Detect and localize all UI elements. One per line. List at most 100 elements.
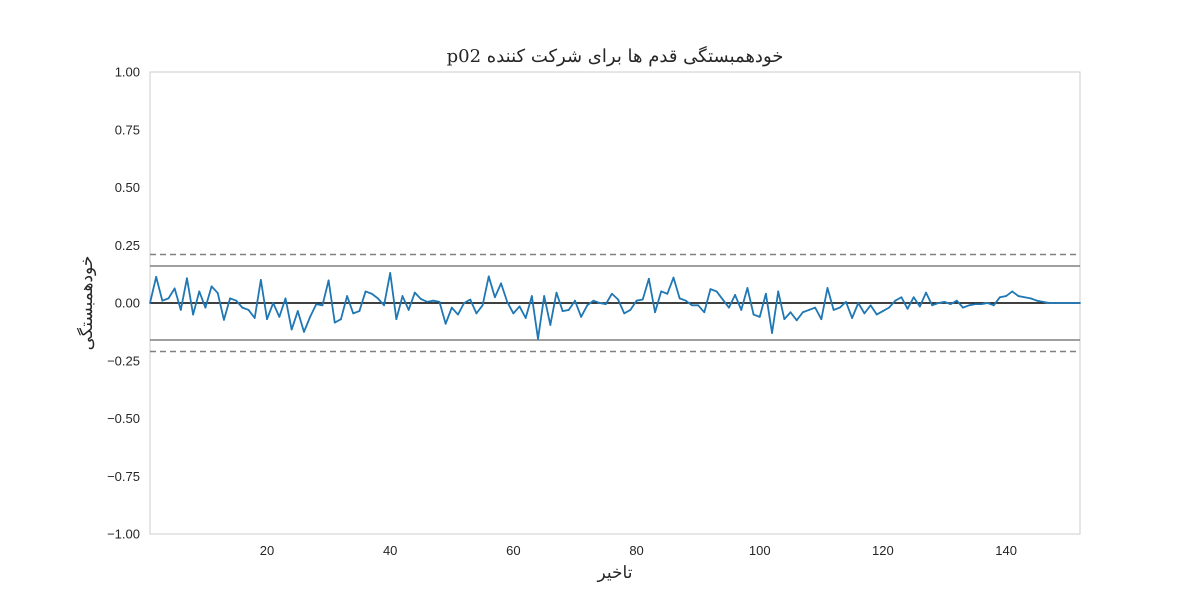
acf-point [746, 287, 749, 289]
acf-point [641, 298, 644, 301]
acf-point [315, 303, 318, 306]
acf-point [333, 321, 336, 324]
acf-point [494, 296, 496, 299]
acf-point [894, 299, 897, 302]
acf-point [635, 299, 638, 302]
acf-point [457, 313, 459, 316]
x-tick-label: 140 [995, 543, 1017, 558]
x-tick-label: 100 [749, 543, 771, 558]
acf-point [925, 291, 927, 294]
acf-point [654, 311, 656, 314]
acf-point [229, 297, 231, 300]
acf-point [432, 299, 435, 302]
acf-point [1035, 299, 1038, 302]
acf-point [247, 309, 250, 311]
acf-point [266, 318, 268, 321]
acf-point [327, 279, 330, 282]
acf-point [303, 330, 305, 333]
acf-point [851, 317, 854, 319]
acf-point [204, 306, 207, 309]
acf-point [506, 300, 509, 303]
acf-point [290, 328, 293, 331]
acf-point [820, 318, 823, 321]
acf-point [721, 298, 724, 301]
acf-point [321, 304, 324, 307]
acf-point [198, 290, 201, 293]
acf-point [253, 317, 256, 319]
acf-point [1060, 302, 1063, 304]
acf-point [518, 305, 521, 308]
y-tick-label: −1.00 [107, 527, 140, 542]
acf-point [210, 285, 213, 288]
acf-point [912, 296, 915, 299]
acf-point [352, 312, 355, 315]
acf-point [931, 304, 934, 307]
acf-point [604, 303, 607, 306]
acf-point [875, 313, 878, 316]
acf-point [481, 304, 484, 307]
acf-point [1072, 302, 1075, 304]
acf-point [580, 315, 583, 318]
acf-point [389, 272, 392, 274]
y-tick-label: 0.25 [115, 238, 140, 253]
acf-point [684, 299, 687, 302]
y-axis-ticks: 1.00 0.75 0.50 0.25 0.00 −0.25 −0.50 −0.75 −1.00 [107, 65, 140, 542]
acf-point [296, 310, 299, 312]
acf-point [537, 337, 539, 340]
acf-point [1048, 302, 1051, 304]
acf-point [524, 317, 527, 319]
acf-point [900, 296, 903, 299]
acf-point [764, 292, 767, 295]
acf-point [241, 306, 244, 309]
acf-point [691, 304, 693, 307]
acf-point [1066, 302, 1069, 304]
acf-point [888, 306, 890, 309]
y-tick-label: −0.75 [107, 469, 140, 484]
acf-point [512, 312, 515, 315]
acf-point [795, 319, 798, 322]
acf-point [413, 291, 416, 294]
acf-point [561, 310, 564, 312]
acf-point [623, 312, 626, 315]
acf-point [574, 299, 576, 302]
acf-point [943, 300, 946, 303]
acf-point [857, 302, 860, 304]
acf-point [617, 298, 619, 301]
acf-point [450, 306, 453, 309]
acf-point [173, 287, 176, 290]
acf-point [937, 302, 940, 304]
acf-point [906, 307, 909, 310]
acf-point [845, 300, 847, 303]
acf-point [598, 302, 601, 304]
acf-point [161, 299, 164, 302]
acf-point [992, 304, 995, 307]
acf-point [999, 296, 1001, 299]
acf-point [882, 310, 884, 312]
x-tick-label: 20 [260, 543, 274, 558]
acf-point [832, 309, 835, 311]
acf-point [278, 315, 281, 318]
acf-point [549, 324, 552, 326]
acf-point [1023, 296, 1026, 299]
x-tick-label: 80 [629, 543, 643, 558]
acf-point [192, 313, 195, 316]
acf-point [1029, 297, 1032, 300]
acf-point [974, 303, 977, 306]
acf-point [801, 311, 804, 314]
acf-point [986, 302, 989, 304]
acf-point [186, 277, 188, 280]
acf-point [955, 299, 958, 302]
acf-point [259, 279, 262, 281]
acf-point [586, 304, 589, 307]
acf-point [167, 297, 170, 300]
acf-point [407, 309, 410, 311]
acf-point [309, 315, 312, 318]
chart-title: خودهمبستگی قدم ها برای شرکت کننده p02 [447, 45, 784, 67]
acf-point [629, 309, 632, 311]
acf-point [703, 311, 706, 314]
reference-lines [150, 253, 1080, 353]
y-tick-label: 0.75 [115, 122, 140, 137]
acf-point [734, 294, 736, 296]
acf-point [284, 297, 287, 300]
y-tick-label: 0.00 [115, 296, 140, 311]
